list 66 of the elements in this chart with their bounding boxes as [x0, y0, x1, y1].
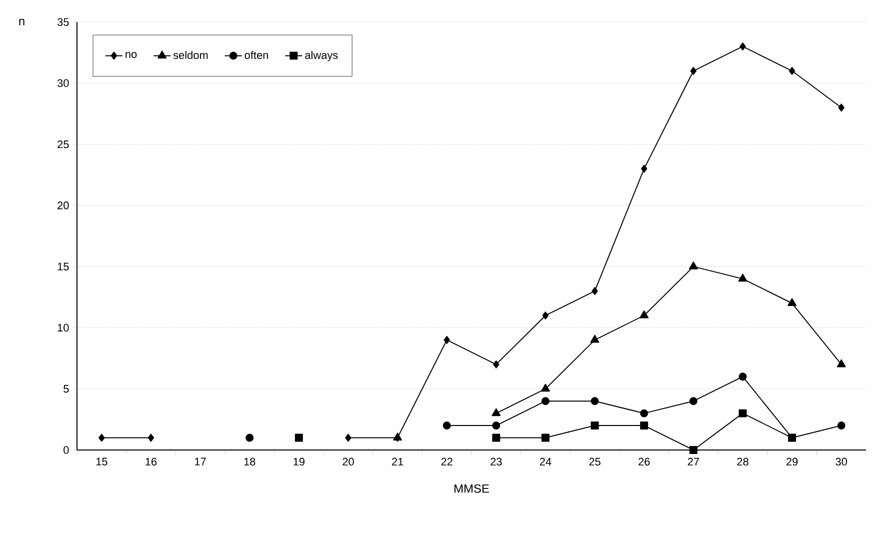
y-tick-label: 30 — [57, 79, 69, 88]
point — [541, 384, 550, 392]
y-tick-label: 15 — [58, 262, 69, 270]
x-tick-label: 30 — [836, 458, 848, 466]
point — [541, 434, 550, 442]
point — [590, 334, 600, 343]
point — [492, 408, 501, 416]
x-tick-label: 23 — [490, 458, 502, 466]
legend-label: seldom — [173, 50, 208, 60]
point — [592, 287, 598, 296]
point — [590, 397, 599, 406]
x-tick-label: 27 — [688, 458, 699, 466]
point — [640, 422, 648, 430]
point — [689, 397, 698, 406]
point — [689, 446, 698, 454]
point — [837, 422, 846, 430]
y-tick-label: 10 — [58, 324, 69, 332]
legend-label: always — [305, 50, 338, 62]
point — [148, 434, 154, 442]
x-tick-label: 20 — [342, 458, 354, 466]
point — [788, 66, 796, 75]
point — [740, 42, 746, 50]
x-tick-label: 15 — [96, 458, 108, 466]
point — [493, 360, 500, 368]
point — [640, 164, 648, 173]
point — [590, 422, 599, 430]
x-tick-label: 18 — [244, 458, 256, 466]
point — [838, 104, 844, 112]
x-tick-label: 17 — [195, 458, 206, 466]
point — [640, 310, 649, 318]
x-axis-title: MMSE — [454, 484, 489, 493]
point — [246, 434, 254, 442]
point — [640, 409, 648, 418]
point — [541, 397, 550, 406]
x-tick-label: 25 — [589, 458, 600, 466]
point — [836, 359, 846, 368]
x-tick-label: 19 — [294, 458, 304, 466]
point — [492, 434, 500, 442]
legend-label: no — [126, 52, 137, 58]
legend-label: often — [244, 50, 268, 60]
point — [738, 409, 747, 418]
x-tick-label: 24 — [540, 458, 552, 466]
y-tick-label: 25 — [58, 140, 69, 148]
y-tick-label: 0 — [64, 446, 69, 454]
point — [345, 434, 352, 442]
point — [690, 66, 697, 75]
y-tick-label: 35 — [57, 18, 69, 26]
point — [444, 336, 450, 344]
point — [688, 261, 698, 270]
point — [738, 372, 747, 381]
point — [788, 298, 797, 306]
point — [442, 422, 451, 430]
point — [294, 434, 303, 442]
x-tick-label: 28 — [737, 458, 748, 466]
point — [738, 274, 748, 282]
x-tick-label: 29 — [786, 458, 798, 466]
x-tick-label: 22 — [441, 458, 452, 466]
y-tick-label: 5 — [64, 385, 69, 393]
y-tick-label: 20 — [58, 202, 69, 210]
point — [492, 422, 500, 430]
point — [98, 434, 105, 442]
x-tick-label: 16 — [146, 458, 157, 466]
x-tick-label: 26 — [638, 458, 650, 466]
point — [542, 311, 549, 320]
x-tick-label: 21 — [392, 458, 404, 466]
y-axis-title: n — [19, 18, 24, 26]
